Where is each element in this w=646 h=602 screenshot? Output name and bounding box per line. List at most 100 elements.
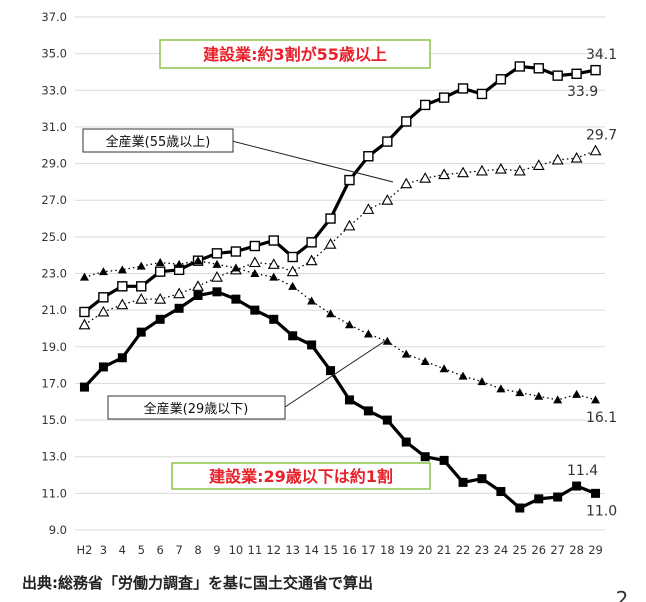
marker-all_29 — [250, 269, 260, 277]
y-tick-label: 17.0 — [41, 376, 67, 390]
series-layer — [78, 61, 602, 513]
x-tick-label: 27 — [550, 543, 565, 557]
marker-all_29 — [572, 389, 582, 398]
marker-all_29 — [515, 388, 525, 397]
y-axis-ticks: 9.0 11.0 13.0 15.0 17.0 19.0 21.0 23.0 25.0 27.0 2… — [41, 10, 67, 537]
y-tick-label: 27.0 — [41, 193, 67, 207]
x-tick-label: 9 — [213, 543, 220, 557]
data-label: 11.4 — [567, 463, 598, 479]
marker-construction_55 — [344, 174, 355, 186]
marker-construction_29 — [79, 382, 89, 392]
marker-all_29 — [496, 384, 506, 393]
x-tick-label: 3 — [100, 543, 107, 557]
marker-construction_29 — [439, 455, 449, 465]
marker-construction_29 — [515, 503, 525, 513]
marker-all_29 — [193, 256, 203, 265]
x-tick-label: 14 — [304, 543, 319, 557]
marker-all_29 — [344, 320, 354, 329]
y-tick-label: 35.0 — [41, 47, 67, 61]
marker-construction_55 — [287, 251, 298, 263]
marker-construction_55 — [117, 281, 128, 292]
marker-construction_29 — [193, 290, 203, 300]
marker-all_29 — [477, 377, 487, 386]
marker-construction_29 — [363, 406, 373, 416]
marker-all_55 — [305, 254, 318, 266]
annotation-box-construction-55 — [159, 39, 431, 69]
y-tick-label: 23.0 — [41, 267, 67, 281]
marker-all_29 — [401, 349, 411, 358]
x-tick-label: 24 — [494, 543, 509, 557]
marker-construction_29 — [572, 481, 582, 491]
grid-lines — [75, 16, 605, 531]
marker-construction_55 — [325, 213, 336, 224]
annotation-construction-55: 建設業:約3割が55歳以上 — [203, 45, 387, 64]
x-tick-label: 28 — [569, 543, 584, 557]
x-tick-label: 6 — [157, 543, 164, 557]
marker-construction_29 — [269, 314, 279, 324]
marker-all_55 — [400, 177, 413, 189]
marker-all_55 — [438, 168, 451, 180]
marker-construction_29 — [288, 331, 298, 341]
marker-all_55 — [267, 258, 280, 269]
marker-construction_29 — [212, 287, 222, 297]
marker-construction_29 — [136, 327, 146, 337]
marker-construction_55 — [249, 240, 261, 252]
marker-construction_55 — [590, 64, 601, 76]
x-tick-label: 17 — [361, 543, 376, 557]
marker-all_29 — [117, 265, 127, 274]
data-label: 34.1 — [586, 47, 617, 63]
x-tick-label: 7 — [175, 543, 182, 557]
marker-all_55 — [154, 293, 167, 304]
callout-box-all-55 — [82, 128, 234, 153]
x-tick-label: 4 — [119, 543, 126, 557]
marker-all_55 — [362, 203, 375, 214]
x-tick-label: 12 — [266, 543, 281, 557]
marker-all_55 — [551, 153, 564, 165]
marker-all_55 — [419, 172, 432, 183]
marker-all_29 — [136, 261, 146, 270]
y-tick-label: 15.0 — [41, 413, 67, 427]
marker-all_55 — [97, 305, 110, 317]
data-labels: 34.1 33.9 29.7 16.1 11.4 11.0 — [567, 47, 617, 519]
series-line-construction_29 — [83, 290, 597, 510]
marker-construction_29 — [401, 437, 411, 447]
x-tick-label: H2 — [76, 543, 92, 557]
x-tick-label: 10 — [229, 543, 244, 557]
y-tick-label: 21.0 — [41, 303, 67, 317]
marker-all_29 — [382, 336, 392, 345]
y-tick-label: 31.0 — [41, 120, 67, 134]
marker-construction_55 — [457, 83, 469, 94]
marker-construction_55 — [136, 281, 147, 292]
x-tick-label: 5 — [138, 543, 145, 557]
marker-all_29 — [420, 356, 430, 365]
marker-all_29 — [174, 259, 184, 268]
marker-all_55 — [343, 219, 356, 231]
marker-all_55 — [457, 166, 469, 178]
x-tick-label: 15 — [323, 543, 338, 557]
marker-all_29 — [269, 272, 279, 281]
x-axis-ticks: H2 3 4 5 6 7 8 9 10 11 12 13 14 15 16 17 18 19 20 21 22 23 24 2… — [76, 543, 602, 557]
y-tick-label: 19.0 — [41, 340, 67, 354]
callout-leader-all-55 — [231, 140, 394, 183]
data-label: 29.7 — [586, 128, 617, 144]
y-tick-label: 37.0 — [41, 10, 67, 24]
marker-all_55 — [381, 194, 394, 205]
marker-construction_55 — [552, 70, 563, 81]
marker-construction_55 — [363, 151, 374, 162]
x-tick-label: 25 — [513, 543, 528, 557]
marker-construction_29 — [458, 477, 468, 487]
marker-construction_55 — [401, 116, 412, 127]
marker-construction_29 — [117, 353, 127, 363]
marker-construction_29 — [250, 305, 260, 315]
marker-all_55 — [78, 318, 91, 330]
marker-construction_55 — [306, 237, 317, 248]
x-tick-label: 21 — [437, 543, 452, 557]
marker-all_55 — [532, 159, 545, 170]
x-tick-label: 26 — [531, 543, 546, 557]
callout-all-55-label: 全産業(55歳以上) — [106, 134, 211, 150]
x-tick-label: 18 — [380, 543, 395, 557]
marker-all_29 — [212, 259, 222, 268]
marker-construction_55 — [476, 88, 488, 100]
x-tick-label: 23 — [475, 543, 490, 557]
